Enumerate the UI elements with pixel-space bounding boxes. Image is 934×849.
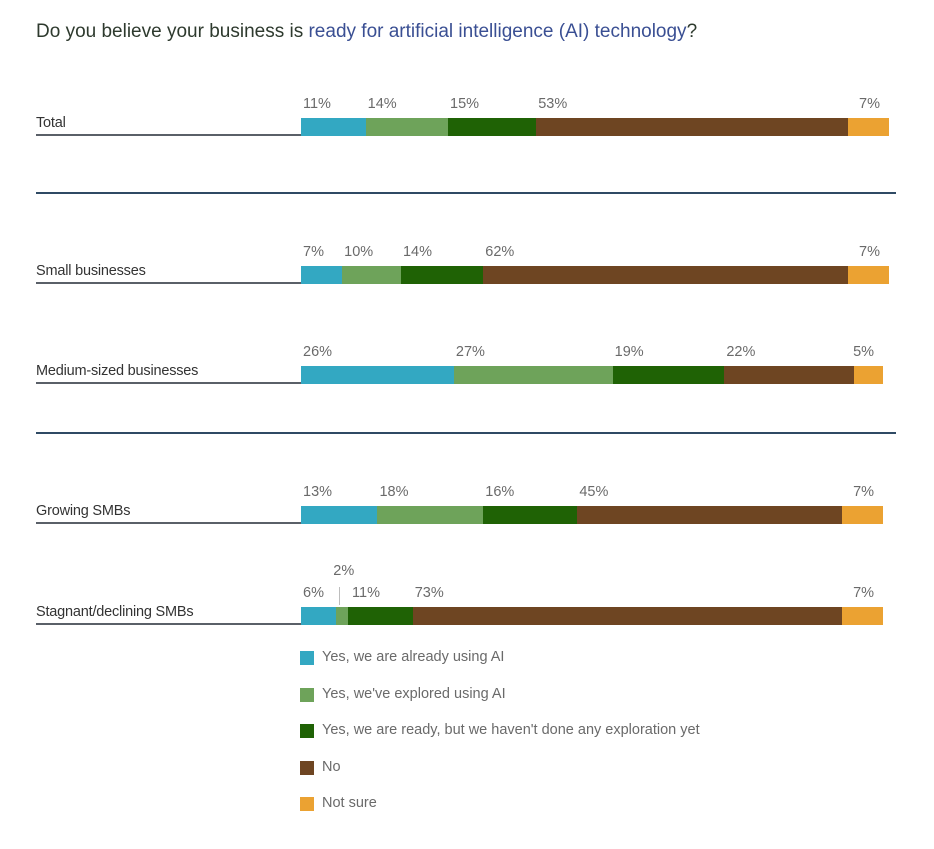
data-label-stagnant-declining-smbs-yes-we-are-already-using-ai: 6% bbox=[303, 585, 324, 601]
data-label-stagnant-declining-smbs-yes-we-ve-explored-using-ai: 2% bbox=[333, 563, 355, 579]
bar-segment-growing-smbs-no bbox=[577, 506, 842, 524]
bar-segment-small-businesses-no bbox=[483, 266, 848, 284]
data-label-small-businesses-yes-we-ve-explored-using-ai: 10% bbox=[344, 244, 374, 260]
bar-segment-growing-smbs-yes-we-ve-explored-using-ai bbox=[377, 506, 484, 524]
data-label-total-yes-we-are-ready-but-we-haven-t-done-any-exploration-yet: 15% bbox=[450, 96, 480, 112]
bar-segment-growing-smbs-not-sure bbox=[841, 506, 884, 524]
data-label-total-no: 53% bbox=[538, 96, 568, 112]
data-label-growing-smbs-yes-we-ve-explored-using-ai: 18% bbox=[379, 484, 409, 500]
category-label-growing-smbs: Growing SMBs bbox=[36, 503, 131, 519]
legend-swatch bbox=[300, 760, 314, 775]
category-underline bbox=[36, 522, 301, 524]
bar-segment-stagnant-declining-smbs-no bbox=[412, 607, 842, 625]
data-label-growing-smbs-yes-we-are-ready-but-we-haven-t-done-any-exploration-yet: 16% bbox=[485, 484, 515, 500]
bar-segment-medium-sized-businesses-yes-we-are-already-using-ai bbox=[301, 366, 454, 384]
group-separator bbox=[36, 192, 896, 194]
category-underline bbox=[36, 134, 301, 136]
data-label-small-businesses-no: 62% bbox=[485, 244, 515, 260]
legend-swatch bbox=[300, 724, 314, 738]
data-label-stagnant-declining-smbs-yes-we-are-ready-but-we-haven-t-done-any-exploration-yet: 11% bbox=[352, 585, 380, 601]
category-label-total: Total bbox=[36, 115, 66, 131]
bar-segment-medium-sized-businesses-not-sure bbox=[853, 366, 884, 384]
bar-segment-growing-smbs-yes-we-are-already-using-ai bbox=[301, 506, 378, 524]
bar-segment-total-yes-we-ve-explored-using-ai bbox=[365, 118, 448, 136]
bar-segment-total-yes-we-are-ready-but-we-haven-t-done-any-exploration-yet bbox=[448, 118, 537, 136]
chart-title: Do you believe your business is ready fo… bbox=[36, 21, 697, 43]
chart-title-end: ? bbox=[686, 21, 698, 42]
legend-label: Yes, we are already using AI bbox=[322, 649, 505, 665]
bar-segment-stagnant-declining-smbs-not-sure bbox=[841, 607, 884, 625]
data-label-stagnant-declining-smbs-not-sure: 7% bbox=[853, 585, 875, 601]
data-label-small-businesses-not-sure: 7% bbox=[859, 244, 880, 260]
bar-segment-small-businesses-yes-we-are-ready-but-we-haven-t-done-any-exploration-yet bbox=[400, 266, 484, 284]
data-label-medium-sized-businesses-no: 22% bbox=[726, 344, 756, 360]
bar-segment-stagnant-declining-smbs-yes-we-ve-explored-using-ai bbox=[336, 607, 349, 625]
bar-segment-stagnant-declining-smbs-yes-we-are-ready-but-we-haven-t-done-any-exploration-yet bbox=[348, 607, 413, 625]
category-underline bbox=[36, 282, 301, 284]
data-label-growing-smbs-not-sure: 7% bbox=[853, 484, 875, 500]
data-label-small-businesses-yes-we-are-ready-but-we-haven-t-done-any-exploration-yet: 14% bbox=[402, 244, 432, 260]
chart-title-plain: Do you believe your business is bbox=[36, 21, 309, 42]
legend-swatch bbox=[300, 651, 314, 665]
bar-segment-small-businesses-yes-we-ve-explored-using-ai bbox=[342, 266, 401, 284]
category-label-stagnant-declining-smbs: Stagnant/declining SMBs bbox=[36, 604, 194, 620]
data-label-growing-smbs-no: 45% bbox=[579, 484, 609, 500]
data-label-small-businesses-yes-we-are-already-using-ai: 7% bbox=[303, 244, 324, 260]
data-label-medium-sized-businesses-not-sure: 5% bbox=[853, 344, 875, 360]
bar-segment-medium-sized-businesses-yes-we-ve-explored-using-ai bbox=[453, 366, 613, 384]
category-underline bbox=[36, 382, 301, 384]
category-underline bbox=[36, 623, 301, 625]
data-label-medium-sized-businesses-yes-we-ve-explored-using-ai: 27% bbox=[455, 344, 485, 360]
bar-segment-medium-sized-businesses-no bbox=[724, 366, 854, 384]
chart-title-highlight: ready for artificial intelligence (AI) t… bbox=[308, 21, 687, 42]
legend-label: Yes, we are ready, but we haven't done a… bbox=[322, 722, 700, 738]
legend-swatch bbox=[300, 797, 314, 811]
category-label-medium-sized-businesses: Medium-sized businesses bbox=[36, 363, 199, 379]
data-label-total-yes-we-ve-explored-using-ai: 14% bbox=[367, 96, 397, 112]
data-label-total-not-sure: 7% bbox=[859, 96, 880, 112]
bar-segment-total-not-sure bbox=[847, 118, 889, 136]
legend-label: No bbox=[322, 758, 341, 775]
data-label-stagnant-declining-smbs-no: 73% bbox=[414, 585, 444, 601]
data-label-medium-sized-businesses-yes-we-are-ready-but-we-haven-t-done-any-exploration-yet: 19% bbox=[614, 344, 644, 360]
bar-segment-total-no bbox=[536, 118, 848, 136]
category-label-small-businesses: Small businesses bbox=[36, 263, 146, 279]
data-label-total-yes-we-are-already-using-ai: 11% bbox=[303, 96, 331, 112]
bar-segment-stagnant-declining-smbs-yes-we-are-already-using-ai bbox=[301, 607, 337, 625]
data-label-leader-line bbox=[339, 587, 341, 605]
legend-label: Not sure bbox=[322, 795, 377, 811]
data-label-growing-smbs-yes-we-are-already-using-ai: 13% bbox=[303, 484, 333, 500]
bar-segment-total-yes-we-are-already-using-ai bbox=[301, 118, 366, 136]
bar-segment-medium-sized-businesses-yes-we-are-ready-but-we-haven-t-done-any-exploration-yet bbox=[612, 366, 725, 384]
bar-segment-small-businesses-not-sure bbox=[847, 266, 889, 284]
bar-segment-small-businesses-yes-we-are-already-using-ai bbox=[301, 266, 343, 284]
legend-label: Yes, we've explored using AI bbox=[322, 685, 506, 702]
data-label-medium-sized-businesses-yes-we-are-already-using-ai: 26% bbox=[303, 344, 333, 360]
legend-swatch bbox=[300, 687, 314, 702]
bar-segment-growing-smbs-yes-we-are-ready-but-we-haven-t-done-any-exploration-yet bbox=[483, 506, 578, 524]
group-separator bbox=[36, 432, 896, 434]
